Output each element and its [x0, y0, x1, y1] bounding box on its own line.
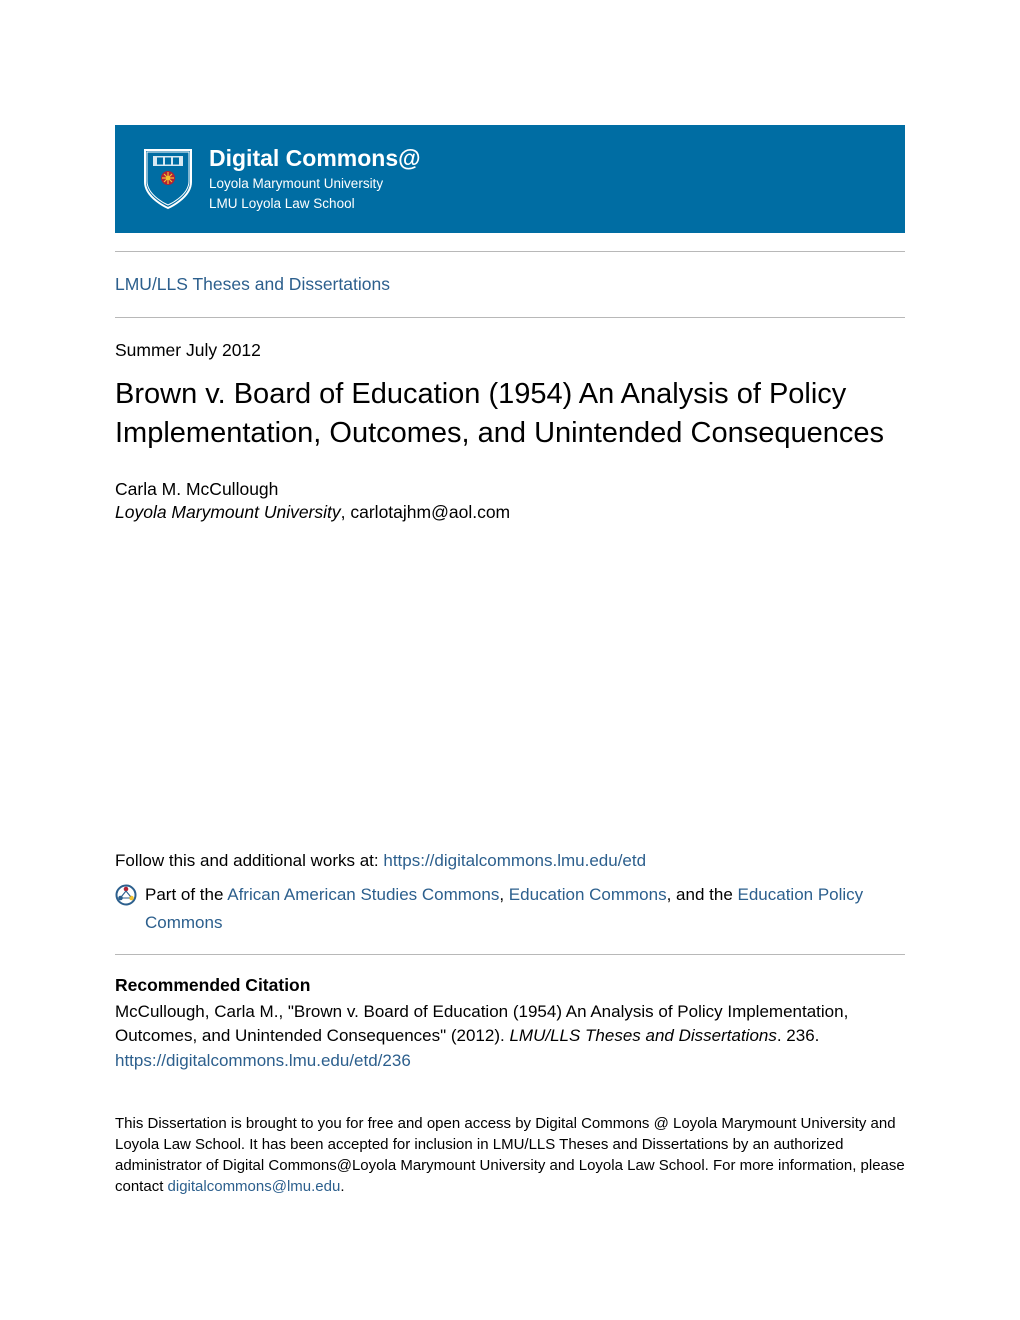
divider: [115, 954, 905, 955]
footer-text-after: .: [340, 1178, 344, 1195]
commons-link-2[interactable]: Education Commons: [509, 885, 667, 904]
author-institution: Loyola Marymount University: [115, 502, 341, 522]
citation-url-link[interactable]: https://digitalcommons.lmu.edu/etd/236: [115, 1051, 411, 1071]
collection-link[interactable]: LMU/LLS Theses and Dissertations: [115, 274, 390, 295]
commons-sep-1: ,: [499, 885, 508, 904]
author-email: carlotajhm@aol.com: [350, 502, 510, 522]
follow-line: Follow this and additional works at: htt…: [115, 851, 905, 871]
banner-subtitle-2: LMU Loyola Law School: [209, 195, 421, 213]
commons-prefix: Part of the: [145, 885, 227, 904]
network-icon: [115, 884, 137, 906]
commons-text: Part of the African American Studies Com…: [145, 881, 905, 935]
document-title: Brown v. Board of Education (1954) An An…: [115, 375, 905, 453]
citation-text-after: . 236.: [777, 1026, 820, 1045]
banner-text: Digital Commons@ Loyola Marymount Univer…: [209, 145, 421, 213]
follow-prefix: Follow this and additional works at:: [115, 851, 383, 870]
author-affiliation: Loyola Marymount University, carlotajhm@…: [115, 502, 905, 523]
commons-link-1[interactable]: African American Studies Commons: [227, 885, 499, 904]
recommended-citation-heading: Recommended Citation: [115, 975, 905, 996]
author-name: Carla M. McCullough: [115, 479, 905, 500]
commons-sep-2: , and the: [667, 885, 738, 904]
citation-series: LMU/LLS Theses and Dissertations: [509, 1026, 776, 1045]
publication-date: Summer July 2012: [115, 340, 905, 361]
commons-row: Part of the African American Studies Com…: [115, 881, 905, 935]
divider: [115, 251, 905, 252]
follow-url-link[interactable]: https://digitalcommons.lmu.edu/etd: [383, 851, 646, 870]
recommended-citation: McCullough, Carla M., "Brown v. Board of…: [115, 1000, 905, 1049]
shield-logo-icon: [143, 148, 193, 210]
site-banner: Digital Commons@ Loyola Marymount Univer…: [115, 125, 905, 233]
author-sep: ,: [341, 502, 351, 522]
footer-contact-email-link[interactable]: digitalcommons@lmu.edu: [168, 1178, 341, 1195]
spacer: [115, 523, 905, 833]
banner-subtitle-1: Loyola Marymount University: [209, 175, 421, 193]
page: Digital Commons@ Loyola Marymount Univer…: [0, 0, 1020, 1257]
footer-note: This Dissertation is brought to you for …: [115, 1113, 905, 1197]
banner-title: Digital Commons@: [209, 145, 421, 173]
divider: [115, 317, 905, 318]
